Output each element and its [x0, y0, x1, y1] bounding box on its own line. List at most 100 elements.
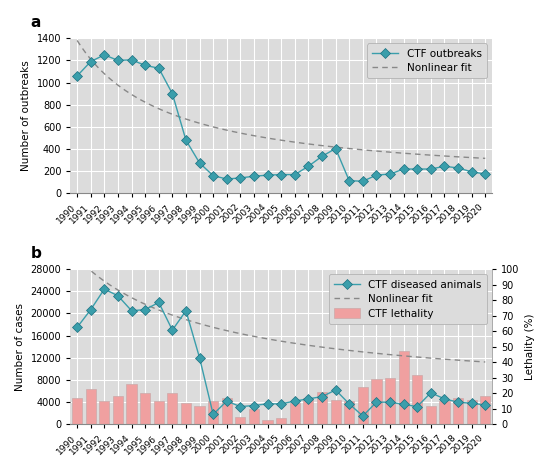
Legend: CTF outbreaks, Nonlinear fit: CTF outbreaks, Nonlinear fit: [367, 43, 487, 79]
CTF diseased animals: [292, 398, 298, 404]
Bar: [113, 397, 123, 424]
Nonlinear fit: [418, 355, 425, 360]
Bar: [276, 418, 287, 424]
Bar: [72, 398, 82, 424]
CTF diseased animals: [469, 400, 475, 406]
Bar: [222, 398, 232, 424]
CTF outbreaks: [332, 146, 339, 151]
CTF outbreaks: [469, 169, 475, 175]
CTF outbreaks: [387, 171, 393, 177]
CTF diseased animals: [196, 355, 203, 361]
CTF diseased animals: [114, 293, 121, 299]
CTF diseased animals: [482, 402, 488, 408]
CTF diseased animals: [169, 327, 175, 333]
Legend: CTF diseased animals, Nonlinear fit, CTF lethality: CTF diseased animals, Nonlinear fit, CTF…: [329, 275, 487, 324]
Bar: [371, 379, 382, 424]
CTF diseased animals: [251, 403, 257, 408]
Y-axis label: Lethality (%): Lethality (%): [525, 314, 535, 380]
CTF outbreaks: [251, 173, 257, 179]
CTF diseased animals: [414, 404, 421, 409]
Nonlinear fit: [444, 357, 450, 362]
Bar: [426, 406, 436, 424]
CTF outbreaks: [183, 138, 189, 143]
Line: CTF diseased animals: CTF diseased animals: [74, 285, 489, 420]
CTF diseased animals: [305, 396, 312, 402]
Bar: [126, 384, 136, 424]
Bar: [466, 399, 477, 424]
CTF diseased animals: [441, 396, 448, 402]
Bar: [235, 416, 245, 424]
CTF outbreaks: [114, 57, 121, 63]
CTF outbreaks: [455, 165, 461, 171]
CTF diseased animals: [183, 308, 189, 314]
CTF outbreaks: [441, 163, 448, 169]
Nonlinear fit: [74, 38, 80, 43]
Bar: [140, 393, 150, 424]
CTF outbreaks: [373, 172, 380, 178]
Nonlinear fit: [418, 152, 425, 157]
CTF diseased animals: [360, 413, 366, 419]
Bar: [303, 398, 313, 424]
Bar: [153, 401, 164, 424]
CTF outbreaks: [400, 166, 407, 172]
Bar: [480, 397, 491, 424]
CTF outbreaks: [346, 178, 353, 184]
CTF diseased animals: [332, 387, 339, 393]
CTF outbreaks: [223, 176, 230, 182]
Bar: [344, 401, 354, 424]
Nonlinear fit: [482, 359, 488, 365]
Bar: [317, 392, 327, 424]
CTF diseased animals: [87, 307, 94, 312]
CTF diseased animals: [156, 300, 162, 305]
CTF diseased animals: [142, 307, 148, 312]
CTF outbreaks: [305, 163, 312, 169]
Bar: [290, 403, 300, 424]
Nonlinear fit: [74, 255, 80, 261]
Bar: [99, 401, 109, 424]
CTF diseased animals: [346, 401, 353, 406]
Nonlinear fit: [323, 143, 330, 149]
Bar: [358, 387, 368, 424]
CTF outbreaks: [156, 65, 162, 71]
Bar: [453, 398, 463, 424]
Line: CTF outbreaks: CTF outbreaks: [74, 51, 489, 185]
Bar: [181, 403, 191, 424]
CTF outbreaks: [74, 73, 80, 79]
CTF outbreaks: [169, 91, 175, 97]
Nonlinear fit: [75, 40, 82, 45]
Text: a: a: [30, 16, 41, 31]
CTF outbreaks: [210, 173, 217, 179]
CTF diseased animals: [455, 399, 461, 405]
CTF outbreaks: [237, 175, 244, 181]
CTF outbreaks: [427, 166, 434, 172]
Nonlinear fit: [317, 344, 323, 350]
Bar: [86, 389, 96, 424]
CTF diseased animals: [318, 394, 325, 399]
CTF outbreaks: [292, 172, 298, 178]
CTF outbreaks: [142, 63, 148, 68]
CTF diseased animals: [128, 308, 135, 314]
CTF diseased animals: [237, 404, 244, 409]
Nonlinear fit: [315, 344, 322, 349]
Bar: [167, 393, 178, 424]
CTF diseased animals: [101, 286, 108, 292]
CTF diseased animals: [265, 401, 271, 406]
CTF outbreaks: [360, 179, 366, 184]
Y-axis label: Number of cases: Number of cases: [15, 303, 25, 391]
CTF outbreaks: [414, 166, 421, 172]
Nonlinear fit: [444, 154, 450, 159]
CTF outbreaks: [318, 154, 325, 159]
CTF diseased animals: [373, 399, 380, 405]
Nonlinear fit: [323, 345, 330, 350]
Nonlinear fit: [315, 142, 322, 148]
Line: Nonlinear fit: Nonlinear fit: [77, 258, 485, 362]
CTF diseased animals: [223, 398, 230, 404]
CTF diseased animals: [210, 412, 217, 417]
CTF outbreaks: [128, 57, 135, 63]
Nonlinear fit: [75, 257, 82, 262]
CTF outbreaks: [278, 172, 284, 178]
Bar: [385, 378, 395, 424]
CTF outbreaks: [101, 52, 108, 57]
Bar: [262, 420, 273, 424]
Bar: [412, 375, 422, 424]
